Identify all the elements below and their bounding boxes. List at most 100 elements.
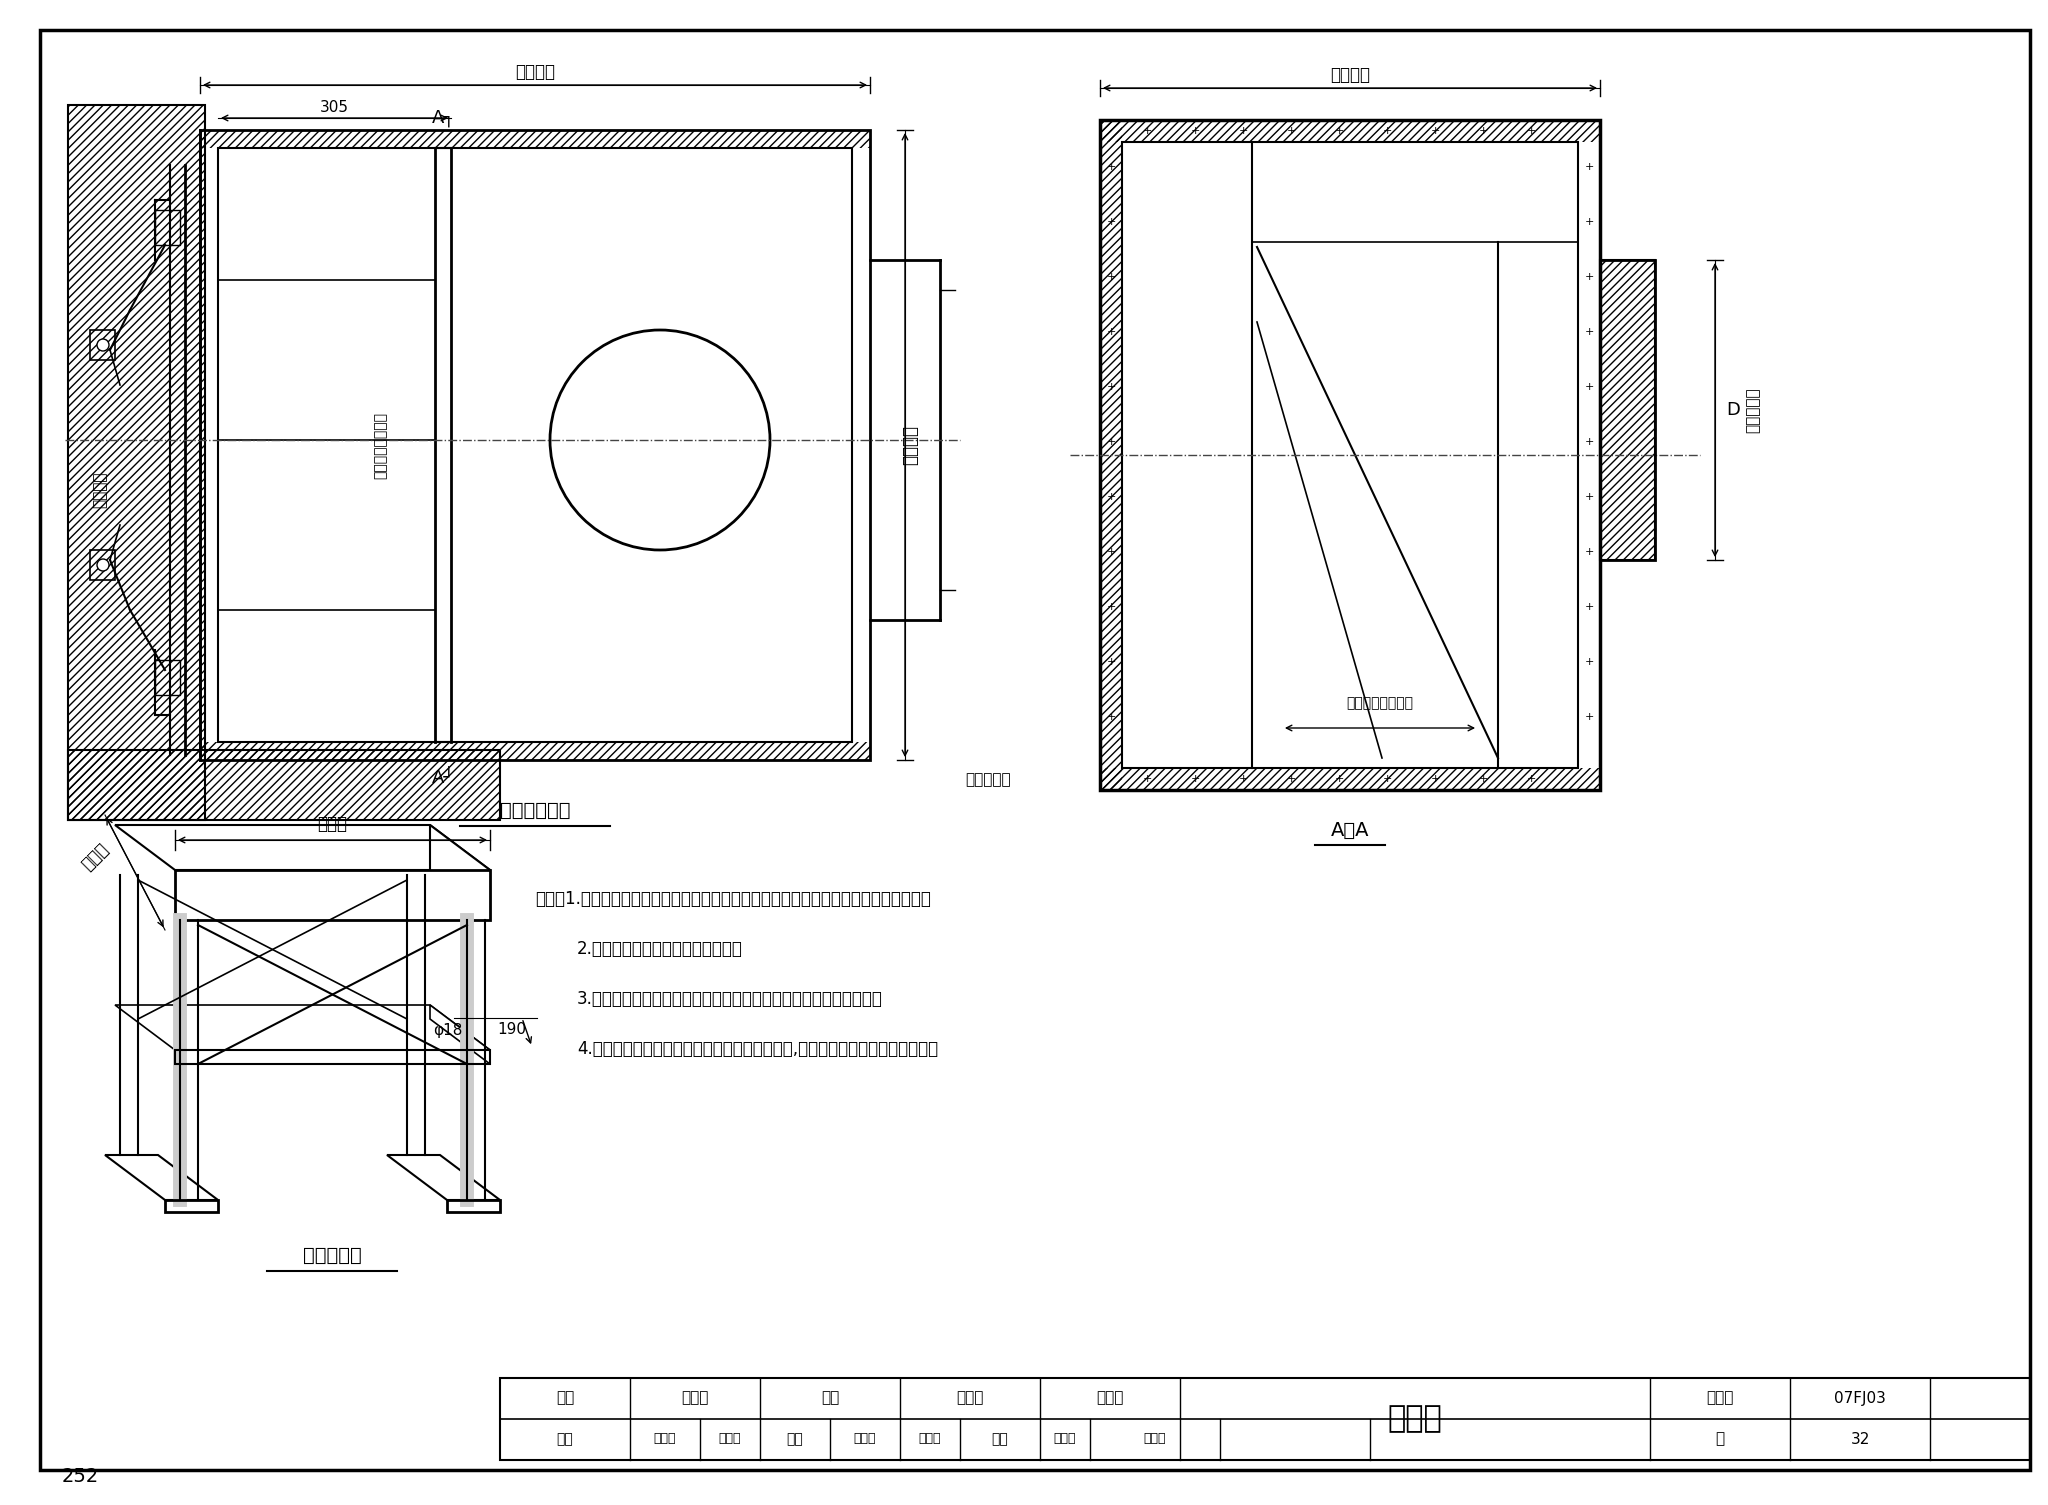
- Text: +: +: [1106, 546, 1116, 557]
- Text: 305: 305: [319, 99, 348, 114]
- Text: 扩散箱: 扩散箱: [1389, 1404, 1442, 1433]
- Text: 赵贵华: 赵贵华: [956, 1391, 983, 1406]
- Text: 32: 32: [1849, 1431, 1870, 1446]
- Text: 王映采: 王映采: [719, 1433, 741, 1445]
- Text: +: +: [1106, 272, 1116, 281]
- Text: +: +: [1106, 712, 1116, 722]
- Text: 支架长: 支架长: [317, 816, 346, 832]
- Text: +: +: [1585, 382, 1593, 391]
- Text: +: +: [1335, 126, 1343, 135]
- Text: +: +: [1430, 126, 1440, 135]
- Text: 审核: 审核: [555, 1391, 573, 1406]
- Text: +: +: [1106, 163, 1116, 172]
- Text: +: +: [1526, 126, 1536, 135]
- Bar: [1599, 260, 1655, 560]
- Text: +: +: [1286, 126, 1296, 135]
- Text: 接战时风管: 接战时风管: [1745, 387, 1759, 433]
- Text: A┘: A┘: [432, 769, 455, 787]
- Text: +: +: [1106, 327, 1116, 337]
- Bar: [90, 330, 115, 360]
- Text: +: +: [1585, 217, 1593, 227]
- Bar: [446, 1199, 500, 1212]
- Text: +: +: [1106, 382, 1116, 391]
- Bar: [201, 129, 870, 147]
- Text: +: +: [1382, 126, 1393, 135]
- Bar: [201, 129, 870, 760]
- Text: 校对: 校对: [786, 1431, 803, 1446]
- Text: 赵贵华: 赵贵华: [854, 1433, 877, 1445]
- Text: +: +: [1585, 327, 1593, 337]
- Text: 4.扩散箱可根据所在位置，采用支架或吊挂安装,支架高度可根据实际工程确定。: 4.扩散箱可根据所在位置，采用支架或吊挂安装,支架高度可根据实际工程确定。: [578, 1040, 938, 1058]
- Text: +: +: [1479, 774, 1487, 784]
- Text: 设计: 设计: [991, 1431, 1008, 1446]
- Bar: [500, 1379, 2030, 1460]
- Text: 悬板活门: 悬板活门: [92, 471, 106, 509]
- Bar: [156, 661, 180, 695]
- Text: +: +: [1585, 602, 1593, 613]
- Text: +: +: [1526, 774, 1536, 784]
- Text: +: +: [1190, 126, 1200, 135]
- Text: 190: 190: [498, 1022, 526, 1037]
- Text: 支架示意图: 支架示意图: [303, 1246, 360, 1264]
- Polygon shape: [430, 1005, 489, 1064]
- Text: 张锦兵: 张锦兵: [1143, 1433, 1165, 1445]
- Text: +: +: [1106, 602, 1116, 613]
- Text: +: +: [1286, 774, 1296, 784]
- Text: +: +: [1382, 774, 1393, 784]
- Text: +: +: [1585, 546, 1593, 557]
- Text: 王焕东: 王焕东: [653, 1433, 676, 1445]
- Polygon shape: [430, 825, 489, 920]
- Text: +: +: [1106, 658, 1116, 667]
- Text: 张锦兵: 张锦兵: [1055, 1433, 1077, 1445]
- Bar: [174, 870, 489, 920]
- Text: +: +: [1106, 492, 1116, 503]
- Text: 扩散箱宽: 扩散箱宽: [1329, 66, 1370, 84]
- Text: +: +: [1479, 126, 1487, 135]
- Text: 图集号: 图集号: [1706, 1391, 1735, 1406]
- Text: 扩散箱长: 扩散箱长: [514, 63, 555, 81]
- Text: 2.扩散箱组装后，应做到箱体气密。: 2.扩散箱组装后，应做到箱体气密。: [578, 941, 743, 959]
- Bar: [1599, 260, 1655, 560]
- Text: 底座开启通风口宽: 底座开启通风口宽: [1346, 695, 1413, 710]
- Polygon shape: [115, 1005, 489, 1050]
- Polygon shape: [115, 825, 489, 870]
- Text: +: +: [1106, 436, 1116, 447]
- Text: 校对: 校对: [821, 1391, 840, 1406]
- Text: 主重申: 主重申: [920, 1433, 942, 1445]
- Bar: [174, 1050, 489, 1064]
- Text: +: +: [1143, 774, 1151, 784]
- Bar: [1100, 120, 1599, 141]
- Text: A┐: A┐: [432, 108, 455, 126]
- Text: 252: 252: [61, 1466, 98, 1485]
- Bar: [68, 105, 205, 820]
- Text: 07FJ03: 07FJ03: [1835, 1391, 1886, 1406]
- Text: 接平时风管: 接平时风管: [965, 772, 1010, 787]
- Polygon shape: [104, 1154, 217, 1199]
- Text: 王焕东: 王焕东: [682, 1391, 709, 1406]
- Bar: [90, 549, 115, 579]
- Text: 底座开启通风口宽: 底座开启通风口宽: [373, 411, 387, 479]
- Text: +: +: [1335, 774, 1343, 784]
- Circle shape: [96, 558, 109, 570]
- Text: +: +: [1430, 774, 1440, 784]
- Text: +: +: [1585, 163, 1593, 172]
- Text: φ18: φ18: [432, 1022, 463, 1037]
- Polygon shape: [387, 1154, 500, 1199]
- Text: D: D: [1726, 400, 1741, 418]
- Text: A－A: A－A: [1331, 820, 1370, 840]
- Text: +: +: [1585, 712, 1593, 722]
- Text: +: +: [1190, 774, 1200, 784]
- Text: 扩散箱示意图: 扩散箱示意图: [500, 801, 569, 820]
- Text: +: +: [1585, 436, 1593, 447]
- Text: 3.箱体内表面涂防锈漆两道；箱体外表面涂防锈漆两道，面漆一道。: 3.箱体内表面涂防锈漆两道；箱体外表面涂防锈漆两道，面漆一道。: [578, 990, 883, 1008]
- Text: +: +: [1239, 126, 1247, 135]
- Bar: [201, 742, 870, 760]
- Text: 页: 页: [1716, 1431, 1724, 1446]
- Bar: [68, 749, 500, 820]
- Bar: [1100, 120, 1599, 790]
- Text: +: +: [1585, 492, 1593, 503]
- Text: +: +: [1143, 126, 1151, 135]
- Text: +: +: [1106, 217, 1116, 227]
- Text: 审核: 审核: [557, 1431, 573, 1446]
- Circle shape: [96, 339, 109, 351]
